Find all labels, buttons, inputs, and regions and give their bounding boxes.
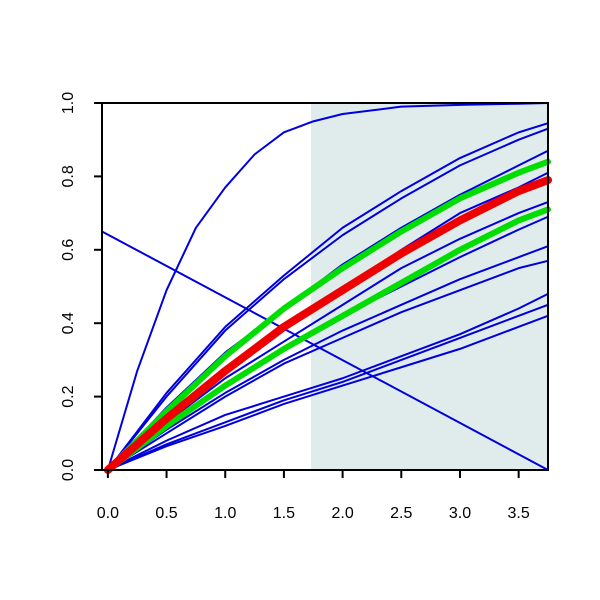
series-line-10 bbox=[106, 259, 549, 471]
x-tick-label: 3.0 bbox=[449, 505, 471, 522]
series-line-3 bbox=[106, 122, 549, 471]
y-tick-label: 1.0 bbox=[60, 92, 77, 114]
series-line-2 bbox=[101, 230, 549, 471]
series-layer bbox=[101, 102, 552, 474]
x-tick-label: 3.5 bbox=[508, 505, 530, 522]
series-line-12 bbox=[106, 303, 549, 471]
y-tick-label: 0.4 bbox=[60, 312, 77, 334]
x-tick-label: 1.5 bbox=[273, 505, 295, 522]
series-line-4 bbox=[106, 127, 549, 471]
series-line-1 bbox=[106, 102, 549, 471]
series-line-15 bbox=[104, 206, 551, 473]
series-line-9 bbox=[106, 245, 549, 471]
x-tick-label: 2.5 bbox=[390, 505, 412, 522]
x-tick-label: 0.5 bbox=[155, 505, 177, 522]
y-tick-label: 0.8 bbox=[60, 165, 77, 187]
series-line-14 bbox=[104, 158, 551, 473]
axes-layer: 0.0 0.5 1.0 1.5 2.0 2.5 3.0 3.5 0.0 0.2 0.4 0.6 0.8 1… bbox=[60, 92, 549, 522]
x-tick-label: 0.0 bbox=[97, 505, 119, 522]
y-tick-label: 0.0 bbox=[60, 459, 77, 481]
series-line-16 bbox=[103, 176, 552, 474]
series-line-11 bbox=[106, 292, 549, 471]
y-tick-label: 0.6 bbox=[60, 239, 77, 261]
series-line-13 bbox=[106, 314, 549, 471]
x-tick-label: 1.0 bbox=[214, 505, 236, 522]
y-tick-label: 0.2 bbox=[60, 385, 77, 407]
x-tick-label: 2.0 bbox=[331, 505, 353, 522]
